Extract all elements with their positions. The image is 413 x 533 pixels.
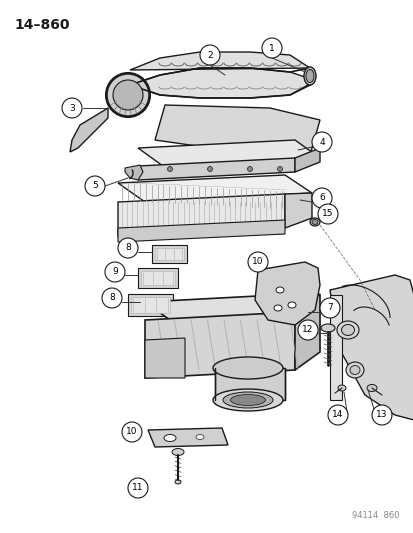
Ellipse shape <box>230 394 265 406</box>
Ellipse shape <box>349 366 359 375</box>
Text: 10: 10 <box>126 427 138 437</box>
Ellipse shape <box>212 357 282 379</box>
Polygon shape <box>154 248 183 260</box>
Polygon shape <box>128 294 173 316</box>
Ellipse shape <box>345 362 363 378</box>
Polygon shape <box>138 140 319 166</box>
Polygon shape <box>130 52 309 98</box>
Ellipse shape <box>303 67 315 85</box>
Text: 1: 1 <box>268 44 274 52</box>
Text: 94114  860: 94114 860 <box>351 511 399 520</box>
Polygon shape <box>329 295 341 400</box>
Circle shape <box>102 288 122 308</box>
Ellipse shape <box>336 321 358 339</box>
Text: 5: 5 <box>92 182 97 190</box>
Ellipse shape <box>311 220 317 224</box>
Circle shape <box>85 176 105 196</box>
Ellipse shape <box>113 80 142 110</box>
Text: 6: 6 <box>318 193 324 203</box>
Text: 4: 4 <box>318 138 324 147</box>
Circle shape <box>247 166 252 172</box>
Ellipse shape <box>320 324 334 332</box>
Polygon shape <box>329 275 413 420</box>
Text: 8: 8 <box>125 244 131 253</box>
Ellipse shape <box>366 384 376 392</box>
Circle shape <box>167 166 172 172</box>
Circle shape <box>317 204 337 224</box>
Circle shape <box>105 262 125 282</box>
Circle shape <box>128 478 147 498</box>
Circle shape <box>327 405 347 425</box>
Circle shape <box>371 405 391 425</box>
Ellipse shape <box>341 325 354 335</box>
Polygon shape <box>118 220 284 242</box>
Circle shape <box>122 422 142 442</box>
Text: 8: 8 <box>109 294 114 303</box>
Text: 9: 9 <box>112 268 118 277</box>
Polygon shape <box>138 268 178 288</box>
Ellipse shape <box>287 302 295 308</box>
Text: 11: 11 <box>132 483 143 492</box>
Polygon shape <box>147 428 228 447</box>
Circle shape <box>261 38 281 58</box>
Polygon shape <box>145 338 185 378</box>
Circle shape <box>311 132 331 152</box>
Ellipse shape <box>107 74 149 116</box>
Polygon shape <box>294 148 319 172</box>
Polygon shape <box>254 262 319 325</box>
Polygon shape <box>145 312 294 378</box>
Ellipse shape <box>273 305 281 311</box>
Ellipse shape <box>164 434 176 441</box>
Circle shape <box>207 166 212 172</box>
Polygon shape <box>125 165 142 180</box>
Ellipse shape <box>337 385 345 391</box>
Polygon shape <box>284 193 311 228</box>
Circle shape <box>247 252 267 272</box>
Ellipse shape <box>223 392 272 408</box>
Text: 14: 14 <box>332 410 343 419</box>
Polygon shape <box>138 158 294 180</box>
Text: 13: 13 <box>375 410 387 419</box>
Circle shape <box>297 320 317 340</box>
Ellipse shape <box>309 218 319 226</box>
Ellipse shape <box>275 287 283 293</box>
Ellipse shape <box>212 389 282 411</box>
Circle shape <box>62 98 82 118</box>
Text: 14–860: 14–860 <box>14 18 69 32</box>
Text: 2: 2 <box>206 51 212 60</box>
Polygon shape <box>70 108 108 152</box>
Circle shape <box>118 238 138 258</box>
Circle shape <box>277 166 282 172</box>
Text: 15: 15 <box>321 209 333 219</box>
Ellipse shape <box>305 69 313 83</box>
Circle shape <box>319 298 339 318</box>
Text: 12: 12 <box>301 326 313 335</box>
Text: 3: 3 <box>69 103 75 112</box>
Polygon shape <box>152 245 187 263</box>
Polygon shape <box>141 271 175 285</box>
Circle shape <box>311 188 331 208</box>
Polygon shape <box>294 294 319 370</box>
Ellipse shape <box>171 448 183 456</box>
Polygon shape <box>145 294 319 320</box>
Text: 7: 7 <box>326 303 332 312</box>
Ellipse shape <box>195 434 204 440</box>
Polygon shape <box>131 297 170 313</box>
Polygon shape <box>118 194 284 237</box>
Polygon shape <box>118 175 311 202</box>
Text: 10: 10 <box>252 257 263 266</box>
Polygon shape <box>214 368 284 400</box>
Polygon shape <box>154 105 319 155</box>
Circle shape <box>199 45 219 65</box>
Ellipse shape <box>175 480 180 484</box>
